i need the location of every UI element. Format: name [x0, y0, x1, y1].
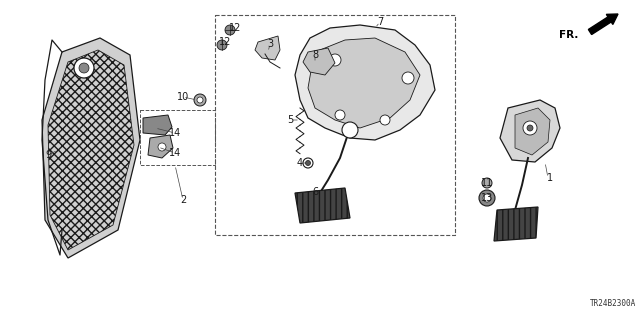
- Polygon shape: [500, 100, 560, 162]
- Circle shape: [523, 121, 537, 135]
- Circle shape: [303, 158, 313, 168]
- Text: 4: 4: [297, 158, 303, 168]
- Circle shape: [329, 54, 341, 66]
- Polygon shape: [255, 36, 280, 60]
- Circle shape: [79, 63, 89, 73]
- Text: 3: 3: [267, 39, 273, 49]
- Text: FR.: FR.: [559, 30, 578, 40]
- Text: 14: 14: [169, 128, 181, 138]
- Text: TR24B2300A: TR24B2300A: [589, 299, 636, 308]
- Polygon shape: [42, 38, 140, 258]
- Text: 2: 2: [180, 195, 186, 205]
- Text: 10: 10: [177, 92, 189, 102]
- Circle shape: [380, 115, 390, 125]
- Polygon shape: [308, 38, 420, 128]
- Text: 5: 5: [287, 115, 293, 125]
- Text: 8: 8: [312, 50, 318, 60]
- FancyArrow shape: [588, 14, 618, 35]
- Polygon shape: [148, 135, 173, 158]
- Circle shape: [527, 125, 533, 131]
- Circle shape: [402, 72, 414, 84]
- Text: 6: 6: [312, 187, 318, 197]
- Circle shape: [335, 110, 345, 120]
- Text: 11: 11: [481, 178, 493, 188]
- Polygon shape: [295, 188, 350, 223]
- Circle shape: [482, 178, 492, 188]
- Bar: [215, 15, 455, 235]
- Circle shape: [342, 122, 358, 138]
- Polygon shape: [303, 48, 335, 75]
- Circle shape: [217, 40, 227, 50]
- Bar: [140, 110, 215, 165]
- Circle shape: [194, 94, 206, 106]
- Text: 12: 12: [229, 23, 241, 33]
- Polygon shape: [494, 207, 538, 241]
- Polygon shape: [515, 108, 550, 155]
- Circle shape: [483, 194, 491, 202]
- Text: 14: 14: [169, 148, 181, 158]
- Circle shape: [197, 97, 203, 103]
- Circle shape: [225, 25, 235, 35]
- Polygon shape: [143, 115, 172, 135]
- Circle shape: [74, 58, 94, 78]
- Circle shape: [479, 190, 495, 206]
- Polygon shape: [295, 25, 435, 140]
- Text: 7: 7: [377, 17, 383, 27]
- Text: 9: 9: [45, 150, 51, 160]
- Circle shape: [158, 143, 166, 151]
- Text: 1: 1: [547, 173, 553, 183]
- Circle shape: [305, 161, 310, 165]
- Text: 13: 13: [481, 193, 493, 203]
- Text: 12: 12: [219, 37, 231, 47]
